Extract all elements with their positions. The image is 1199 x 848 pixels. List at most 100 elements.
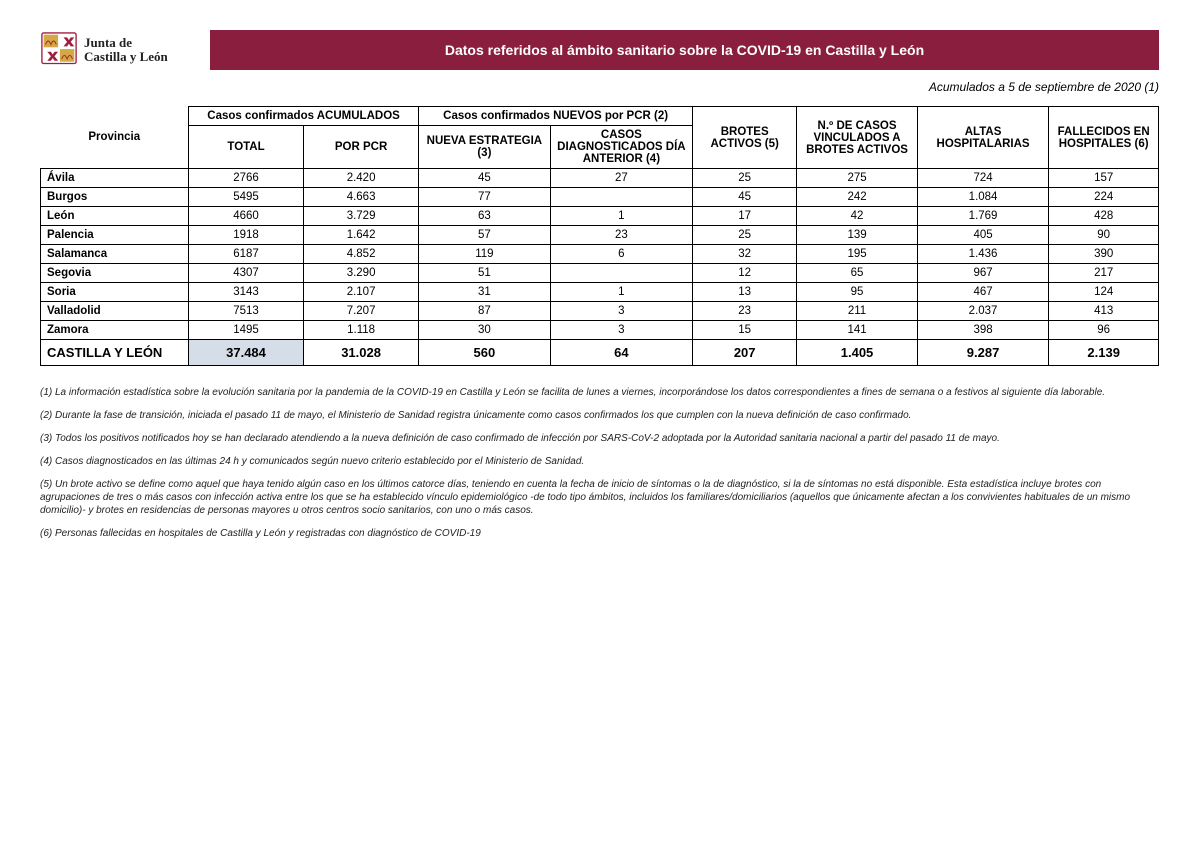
data-table: Provincia Casos confirmados ACUMULADOS C… [40, 106, 1159, 366]
cell-total: 4660 [188, 207, 303, 226]
page-title: Datos referidos al ámbito sanitario sobr… [210, 30, 1159, 70]
cell-fall-total: 2.139 [1049, 340, 1159, 366]
cell-vinc: 42 [797, 207, 918, 226]
cell-brotes: 25 [693, 226, 797, 245]
page: Junta de Castilla y León Datos referidos… [0, 0, 1199, 580]
cell-brotes: 32 [693, 245, 797, 264]
cell-altas: 2.037 [917, 302, 1049, 321]
footnote: (3) Todos los positivos notificados hoy … [40, 432, 1159, 445]
group-nuevos: Casos confirmados NUEVOS por PCR (2) [419, 107, 693, 126]
cell-dia [550, 188, 692, 207]
cell-vinc: 141 [797, 321, 918, 340]
col-nueva: NUEVA ESTRATEGIA (3) [419, 126, 551, 169]
cell-dia: 6 [550, 245, 692, 264]
cell-brotes: 13 [693, 283, 797, 302]
col-pcr: POR PCR [304, 126, 419, 169]
cell-prov-total: CASTILLA Y LEÓN [41, 340, 189, 366]
table-body: Ávila 2766 2.420 45 27 25 275 724 157 Bu… [41, 169, 1159, 366]
col-total: TOTAL [188, 126, 303, 169]
cell-pcr: 2.107 [304, 283, 419, 302]
cell-brotes: 45 [693, 188, 797, 207]
footnotes: (1) La información estadística sobre la … [40, 386, 1159, 540]
cell-nueva-total: 560 [419, 340, 551, 366]
cell-prov: Ávila [41, 169, 189, 188]
cell-total: 3143 [188, 283, 303, 302]
cell-brotes: 12 [693, 264, 797, 283]
table-row: Salamanca 6187 4.852 119 6 32 195 1.436 … [41, 245, 1159, 264]
table-row: Palencia 1918 1.642 57 23 25 139 405 90 [41, 226, 1159, 245]
cell-total: 7513 [188, 302, 303, 321]
col-altas: ALTAS HOSPITALARIAS [917, 107, 1049, 169]
cell-nueva: 45 [419, 169, 551, 188]
cell-total: 4307 [188, 264, 303, 283]
logo-text: Junta de Castilla y León [84, 36, 168, 63]
cell-total: 1918 [188, 226, 303, 245]
cell-fall: 124 [1049, 283, 1159, 302]
cell-nueva: 63 [419, 207, 551, 226]
group-acumulados: Casos confirmados ACUMULADOS [188, 107, 418, 126]
cell-altas: 967 [917, 264, 1049, 283]
cell-nueva: 30 [419, 321, 551, 340]
cell-vinc: 195 [797, 245, 918, 264]
cell-pcr-total: 31.028 [304, 340, 419, 366]
cell-altas: 1.084 [917, 188, 1049, 207]
col-vinculados: N.º DE CASOS VINCULADOS A BROTES ACTIVOS [797, 107, 918, 169]
table-row: Burgos 5495 4.663 77 45 242 1.084 224 [41, 188, 1159, 207]
cell-prov: Zamora [41, 321, 189, 340]
cell-dia: 1 [550, 283, 692, 302]
cell-pcr: 4.663 [304, 188, 419, 207]
table-row: Soria 3143 2.107 31 1 13 95 467 124 [41, 283, 1159, 302]
footnote: (1) La información estadística sobre la … [40, 386, 1159, 399]
cell-prov: Palencia [41, 226, 189, 245]
cell-dia: 3 [550, 321, 692, 340]
footnote: (6) Personas fallecidas en hospitales de… [40, 527, 1159, 540]
cell-fall: 390 [1049, 245, 1159, 264]
table-row: Valladolid 7513 7.207 87 3 23 211 2.037 … [41, 302, 1159, 321]
col-dia-anterior: CASOS DIAGNOSTICADOS DÍA ANTERIOR (4) [550, 126, 692, 169]
cell-nueva: 57 [419, 226, 551, 245]
footnote: (2) Durante la fase de transición, inici… [40, 409, 1159, 422]
cell-brotes: 23 [693, 302, 797, 321]
cell-prov: Segovia [41, 264, 189, 283]
table-row: Ávila 2766 2.420 45 27 25 275 724 157 [41, 169, 1159, 188]
cell-nueva: 77 [419, 188, 551, 207]
footnote: (5) Un brote activo se define como aquel… [40, 478, 1159, 517]
cell-dia: 3 [550, 302, 692, 321]
cell-prov: Soria [41, 283, 189, 302]
cell-dia: 1 [550, 207, 692, 226]
cell-altas: 398 [917, 321, 1049, 340]
cell-altas: 1.769 [917, 207, 1049, 226]
cell-pcr: 4.852 [304, 245, 419, 264]
cell-pcr: 3.729 [304, 207, 419, 226]
cell-vinc: 139 [797, 226, 918, 245]
table-total-row: CASTILLA Y LEÓN 37.484 31.028 560 64 207… [41, 340, 1159, 366]
cell-altas: 1.436 [917, 245, 1049, 264]
cell-total: 1495 [188, 321, 303, 340]
cell-nueva: 31 [419, 283, 551, 302]
cell-brotes: 15 [693, 321, 797, 340]
cell-brotes-total: 207 [693, 340, 797, 366]
cell-nueva: 87 [419, 302, 551, 321]
cell-total-total: 37.484 [188, 340, 303, 366]
logo-block: Junta de Castilla y León [40, 32, 200, 68]
cell-vinc: 275 [797, 169, 918, 188]
cell-vinc: 65 [797, 264, 918, 283]
cell-fall: 428 [1049, 207, 1159, 226]
cell-fall: 413 [1049, 302, 1159, 321]
jcyl-crest-icon [40, 32, 78, 68]
cell-altas: 405 [917, 226, 1049, 245]
cell-pcr: 3.290 [304, 264, 419, 283]
cell-fall: 217 [1049, 264, 1159, 283]
cell-pcr: 7.207 [304, 302, 419, 321]
cell-fall: 224 [1049, 188, 1159, 207]
header: Junta de Castilla y León Datos referidos… [40, 30, 1159, 70]
cell-total: 2766 [188, 169, 303, 188]
table-row: León 4660 3.729 63 1 17 42 1.769 428 [41, 207, 1159, 226]
cell-brotes: 25 [693, 169, 797, 188]
cell-altas-total: 9.287 [917, 340, 1049, 366]
date-line: Acumulados a 5 de septiembre de 2020 (1) [40, 80, 1159, 94]
cell-vinc: 242 [797, 188, 918, 207]
cell-pcr: 1.118 [304, 321, 419, 340]
footnote: (4) Casos diagnosticados en las últimas … [40, 455, 1159, 468]
cell-prov: Valladolid [41, 302, 189, 321]
